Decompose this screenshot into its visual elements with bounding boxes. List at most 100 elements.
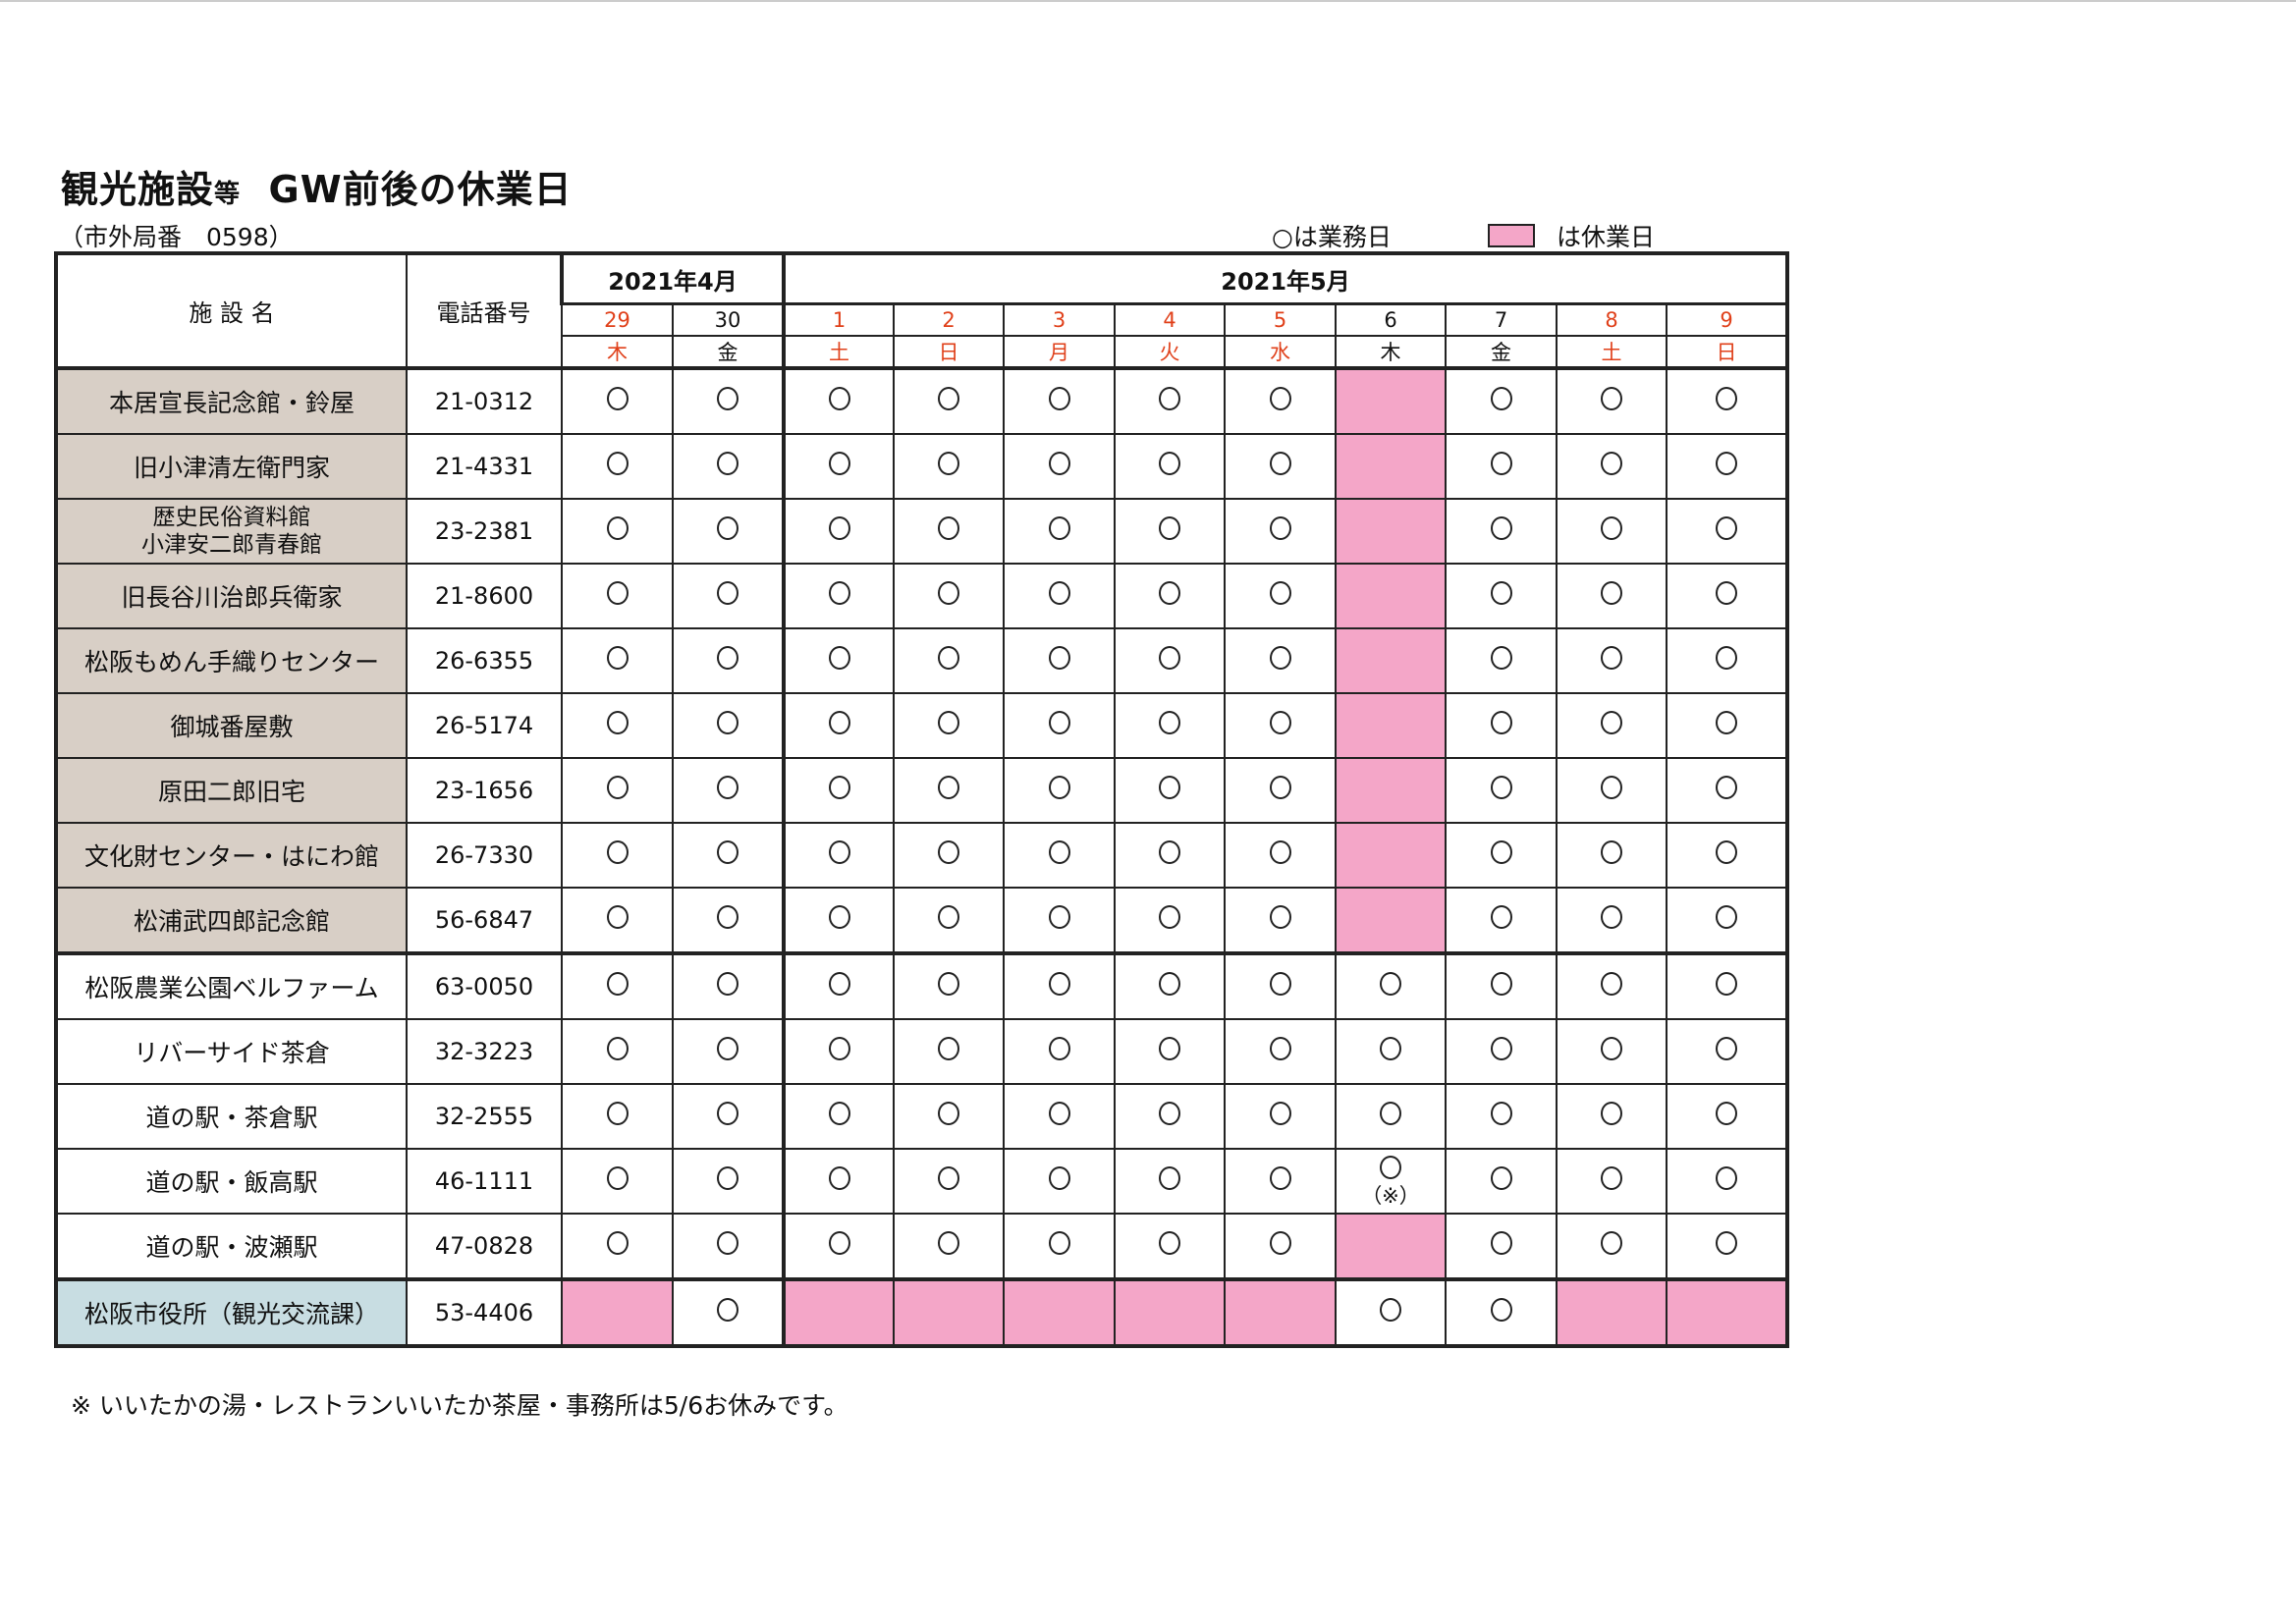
open-circle-icon xyxy=(606,1102,629,1125)
open-circle-icon xyxy=(1601,1037,1622,1060)
open-circle-icon xyxy=(1159,452,1180,475)
facility-name: 道の駅・飯高駅 xyxy=(55,1148,408,1215)
open-day-cell xyxy=(893,498,1005,565)
open-day-cell xyxy=(1666,1018,1788,1085)
open-day-cell xyxy=(1556,498,1667,565)
table-row: 松阪市役所（観光交流課） 53-4406 xyxy=(55,1277,1788,1347)
closed-day-cell xyxy=(1335,757,1447,824)
scan-edge xyxy=(0,0,2296,2)
open-day-cell xyxy=(1003,887,1116,954)
open-circle-icon xyxy=(1048,972,1070,996)
open-circle-icon xyxy=(717,516,738,540)
open-day-cell xyxy=(1224,367,1337,435)
open-day-cell xyxy=(782,1083,895,1150)
area-code: （市外局番 0598） xyxy=(59,223,294,251)
open-circle-icon xyxy=(828,972,850,996)
open-day-cell xyxy=(1114,367,1226,435)
open-day-cell xyxy=(1556,692,1667,759)
open-circle-icon xyxy=(938,1037,959,1060)
open-circle-icon xyxy=(717,452,738,475)
open-day-cell xyxy=(1114,887,1226,954)
open-circle-icon xyxy=(1490,452,1512,475)
open-day-cell xyxy=(1666,822,1788,889)
open-day-cell xyxy=(1666,757,1788,824)
open-circle-icon xyxy=(1716,1102,1737,1125)
open-circle-icon xyxy=(1716,1166,1737,1190)
month-header: 2021年5月 xyxy=(782,252,1788,305)
table-row: 御城番屋敷 26-5174 xyxy=(55,692,1788,759)
phone-number: 53-4406 xyxy=(406,1277,563,1347)
open-circle-icon xyxy=(1490,711,1512,734)
open-day-cell xyxy=(1666,951,1788,1020)
open-day-cell xyxy=(561,433,674,500)
open-circle-icon xyxy=(1048,1166,1070,1190)
closed-day-cell xyxy=(561,1277,674,1347)
open-circle-icon xyxy=(1048,646,1070,670)
phone-number: 32-3223 xyxy=(406,1018,563,1085)
open-circle-icon xyxy=(828,452,850,475)
day-number: 9 xyxy=(1666,302,1788,337)
day-number: 2 xyxy=(893,302,1005,337)
open-day-cell xyxy=(893,367,1005,435)
open-circle-icon xyxy=(1490,1037,1512,1060)
open-day-cell xyxy=(1445,433,1558,500)
open-circle-icon xyxy=(1716,776,1737,799)
open-circle-icon xyxy=(1380,972,1401,996)
open-day-cell xyxy=(782,1148,895,1215)
open-day-cell xyxy=(1556,367,1667,435)
open-circle-icon xyxy=(1048,516,1070,540)
open-day-cell xyxy=(1445,1277,1558,1347)
open-circle-icon xyxy=(1716,905,1737,929)
open-circle-icon xyxy=(1601,1166,1622,1190)
phone-number: 46-1111 xyxy=(406,1148,563,1215)
weekday: 日 xyxy=(893,335,1005,370)
open-circle-icon xyxy=(938,387,959,410)
weekday: 金 xyxy=(1445,335,1558,370)
open-day-cell xyxy=(672,1083,785,1150)
closed-day-cell xyxy=(1335,563,1447,629)
open-day-cell xyxy=(1114,822,1226,889)
open-circle-icon xyxy=(828,1037,850,1060)
open-day-cell xyxy=(893,887,1005,954)
closed-day-cell xyxy=(1335,822,1447,889)
open-day-cell xyxy=(1114,627,1226,694)
open-circle-icon xyxy=(1716,516,1737,540)
open-circle-icon xyxy=(717,905,738,929)
open-day-cell xyxy=(1335,951,1447,1020)
open-day-cell xyxy=(1003,1148,1116,1215)
open-circle-icon xyxy=(1716,972,1737,996)
open-day-cell xyxy=(561,367,674,435)
facility-name-line: 旧長谷川治郎兵衛家 xyxy=(121,583,343,612)
open-day-cell xyxy=(1003,367,1116,435)
open-circle-icon xyxy=(828,1102,850,1125)
open-circle-icon xyxy=(1380,1298,1401,1322)
open-circle-icon xyxy=(717,1037,738,1060)
day-number: 7 xyxy=(1445,302,1558,337)
open-day-cell xyxy=(782,433,895,500)
closed-day-cell xyxy=(1114,1277,1226,1347)
open-circle-icon xyxy=(1159,1037,1180,1060)
open-circle-icon xyxy=(1716,387,1737,410)
open-circle-icon xyxy=(1601,776,1622,799)
open-circle-icon xyxy=(1490,1166,1512,1190)
open-circle-icon xyxy=(1601,452,1622,475)
closed-day-cell xyxy=(782,1277,895,1347)
open-circle-icon xyxy=(1159,646,1180,670)
open-day-cell xyxy=(1224,822,1337,889)
open-day-cell xyxy=(1224,757,1337,824)
open-circle-icon xyxy=(606,581,629,605)
open-day-cell xyxy=(1445,1148,1558,1215)
open-day-cell xyxy=(1224,887,1337,954)
open-day-cell xyxy=(561,887,674,954)
day-number: 30 xyxy=(672,302,785,337)
phone-number: 47-0828 xyxy=(406,1213,563,1280)
day-number: 1 xyxy=(782,302,895,337)
open-day-cell xyxy=(561,1148,674,1215)
open-day-cell xyxy=(1003,757,1116,824)
facility-name: リバーサイド茶倉 xyxy=(55,1018,408,1085)
open-day-cell xyxy=(1556,433,1667,500)
phone-number: 26-6355 xyxy=(406,627,563,694)
open-day-cell xyxy=(1556,627,1667,694)
day-number: 4 xyxy=(1114,302,1226,337)
open-day-cell xyxy=(1224,563,1337,629)
